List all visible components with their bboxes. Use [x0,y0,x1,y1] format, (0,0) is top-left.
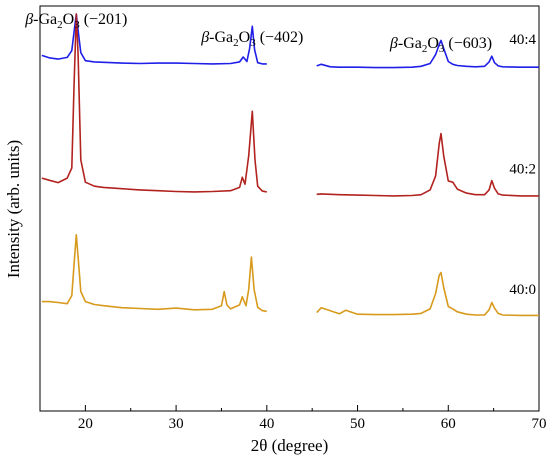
series-line-40-0 [316,271,539,317]
x-tick-label: 50 [350,416,365,432]
x-axis-label: 2θ (degree) [251,436,329,455]
x-tick-label: 20 [78,416,93,432]
series-label-40-0: 40:0 [509,282,536,298]
series-line-40-2 [316,132,539,197]
x-axis-ticks: 20 30 40 50 60 70 [39,405,547,432]
peak-label: β-Ga2O3 (−603) [389,35,492,55]
x-tick-label: 40 [259,416,274,432]
x-tick-label: 70 [532,416,547,432]
series-labels: 40:4 40:2 40:0 [509,32,536,298]
series-line-40-2 [41,13,267,193]
series-line-40-0 [41,234,267,313]
series-line-40-4 [41,13,267,65]
y-axis-label: Intensity (arb. units) [4,140,23,278]
peak-label: β-Ga2O3 (−201) [24,11,127,31]
series-line-40-4 [316,39,539,69]
x-tick-label: 30 [169,416,184,432]
plot-frame [39,5,540,412]
series-group [41,13,539,317]
series-label-40-2: 40:2 [509,162,536,178]
series-label-40-4: 40:4 [509,32,536,48]
peak-label: β-Ga2O3 (−402) [200,29,303,49]
x-tick-label: 60 [441,416,456,432]
peak-labels: β-Ga2O3 (−201) β-Ga2O3 (−402) β-Ga2O3 (−60… [24,11,492,55]
